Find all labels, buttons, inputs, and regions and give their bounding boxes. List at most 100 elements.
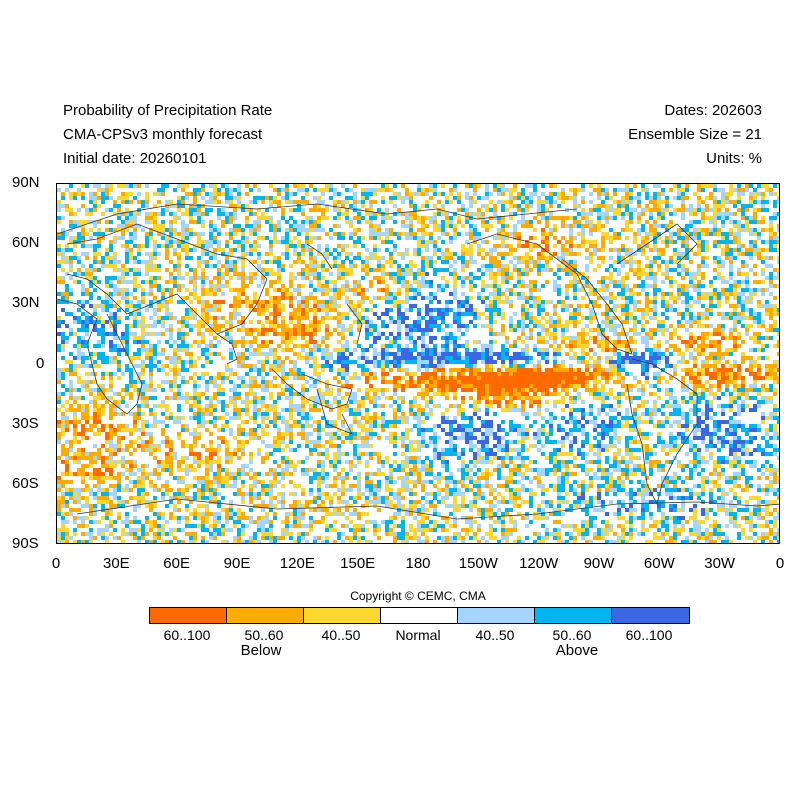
field-cell [717, 256, 721, 260]
field-cell [321, 200, 325, 204]
field-cell [253, 336, 257, 340]
field-cell [613, 308, 617, 312]
field-cell [61, 320, 65, 324]
field-cell [141, 340, 145, 344]
field-cell [381, 188, 385, 192]
field-cell [737, 252, 741, 256]
field-cell [653, 196, 657, 200]
field-cell [657, 288, 661, 292]
field-cell [105, 208, 109, 212]
field-cell [433, 316, 437, 320]
field-cell [505, 272, 509, 276]
field-cell [241, 288, 245, 292]
field-cell [541, 240, 545, 244]
field-cell [589, 200, 593, 204]
field-cell [637, 308, 641, 312]
field-cell [217, 308, 221, 312]
field-cell [209, 240, 213, 244]
field-cell [433, 372, 437, 376]
field-cell [653, 220, 657, 224]
field-cell [641, 340, 645, 344]
field-cell [429, 320, 433, 324]
field-cell [737, 196, 741, 200]
field-cell [413, 272, 417, 276]
field-cell [289, 200, 293, 204]
field-cell [333, 308, 337, 312]
field-cell [597, 288, 601, 292]
field-cell [529, 244, 533, 248]
field-cell [461, 304, 465, 308]
field-cell [629, 208, 633, 212]
field-cell [205, 356, 209, 360]
field-cell [609, 300, 613, 304]
field-cell [241, 284, 245, 288]
field-cell [201, 372, 205, 376]
field-cell [425, 312, 429, 316]
field-cell [697, 336, 701, 340]
field-cell [457, 192, 461, 196]
field-cell [93, 344, 97, 348]
field-cell [709, 312, 713, 316]
field-cell [293, 376, 297, 380]
field-cell [489, 248, 493, 252]
title-line-3: Initial date: 20260101 [63, 150, 207, 167]
field-cell [717, 344, 721, 348]
field-cell [705, 216, 709, 220]
field-cell [729, 316, 733, 320]
field-cell [657, 264, 661, 268]
field-cell [657, 192, 661, 196]
field-cell [581, 240, 585, 244]
field-cell [117, 376, 121, 380]
field-cell [369, 232, 373, 236]
field-cell [605, 220, 609, 224]
field-cell [677, 232, 681, 236]
field-cell [409, 360, 413, 364]
field-cell [581, 336, 585, 340]
field-cell [269, 240, 273, 244]
field-cell [353, 208, 357, 212]
field-cell [501, 324, 505, 328]
field-cell [197, 240, 201, 244]
field-cell [381, 268, 385, 272]
field-cell [649, 336, 653, 340]
field-cell [221, 220, 225, 224]
field-cell [473, 240, 477, 244]
field-cell [617, 248, 621, 252]
field-cell [453, 312, 457, 316]
field-cell [473, 340, 477, 344]
field-cell [381, 288, 385, 292]
field-cell [569, 340, 573, 344]
field-cell [525, 324, 529, 328]
field-cell [569, 236, 573, 240]
field-cell [413, 264, 417, 268]
field-cell [497, 220, 501, 224]
field-cell [57, 372, 61, 376]
field-cell [173, 372, 177, 376]
field-cell [301, 184, 305, 188]
field-cell [573, 276, 577, 280]
field-cell [377, 332, 381, 336]
field-cell [609, 204, 613, 208]
field-cell [213, 248, 217, 252]
field-cell [113, 316, 117, 320]
field-cell [297, 368, 301, 372]
field-cell [745, 280, 749, 284]
field-cell [773, 248, 777, 252]
field-cell [457, 300, 461, 304]
field-cell [745, 184, 749, 188]
field-cell [725, 280, 729, 284]
field-cell [133, 236, 137, 240]
field-cell [493, 284, 497, 288]
field-cell [425, 328, 429, 332]
field-cell [201, 300, 205, 304]
field-cell [733, 344, 737, 348]
field-cell [117, 308, 121, 312]
field-cell [105, 304, 109, 308]
field-cell [465, 260, 469, 264]
field-cell [589, 212, 593, 216]
field-cell [425, 324, 429, 328]
field-cell [721, 316, 725, 320]
field-cell [701, 284, 705, 288]
field-cell [181, 244, 185, 248]
field-cell [81, 364, 85, 368]
